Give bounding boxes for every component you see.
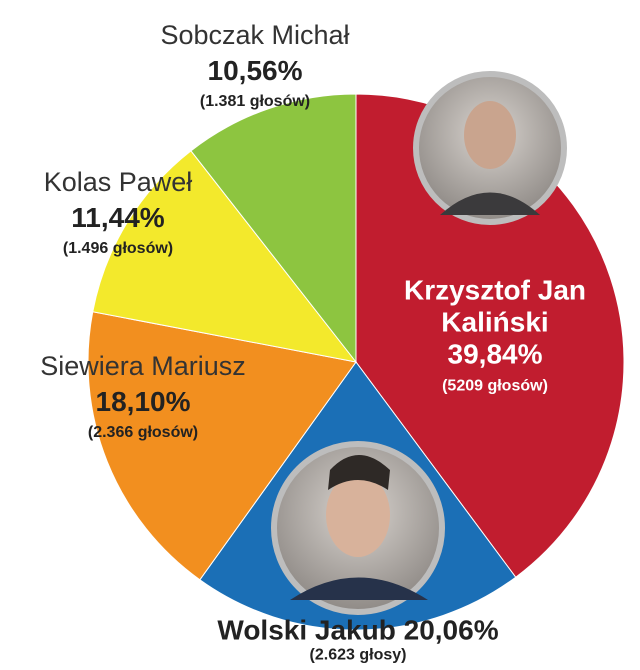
- value-label: 39,84%: [447, 338, 543, 370]
- pie-slice: [190, 93, 357, 364]
- vote-count: (1.496 głosów): [62, 240, 174, 258]
- pie-slice: [92, 150, 358, 363]
- slice-label: Wolski Jakub 20,06% (2.623 głosy): [217, 615, 498, 666]
- photo: [413, 71, 567, 225]
- slice-label: Siewiera Mariusz 18,10% (2.366 głosów): [40, 351, 246, 443]
- category-name: Wolski Jakub: [217, 614, 396, 646]
- slice-label: Krzysztof Jan Kaliński 39,84% (5209 głosów…: [395, 275, 595, 396]
- slice-label: Kolas Paweł 11,44% (1.496 głosów): [44, 167, 193, 259]
- vote-count: (2.366 głosów): [87, 424, 199, 442]
- vote-count: (1.381 głosów): [199, 93, 311, 111]
- category-name: Siewiera Mariusz: [40, 351, 246, 382]
- pie-slice: [87, 311, 357, 581]
- value-label: 10,56%: [207, 55, 303, 87]
- label-line: Wolski Jakub 20,06%: [217, 615, 498, 647]
- value-label: 11,44%: [71, 202, 165, 234]
- category-name: Sobczak Michał: [160, 20, 350, 51]
- value-label: 18,10%: [95, 386, 191, 418]
- vote-count: (5209 głosów): [442, 377, 548, 395]
- value-label: 20,06%: [403, 614, 499, 646]
- vote-count: (2.623 głosy): [309, 646, 407, 664]
- category-name: Kolas Paweł: [43, 167, 193, 198]
- slice-label: Sobczak Michał 10,56% (1.381 głosów): [160, 20, 349, 112]
- category-name: Krzysztof Jan Kaliński: [403, 274, 587, 338]
- photo: [271, 441, 445, 615]
